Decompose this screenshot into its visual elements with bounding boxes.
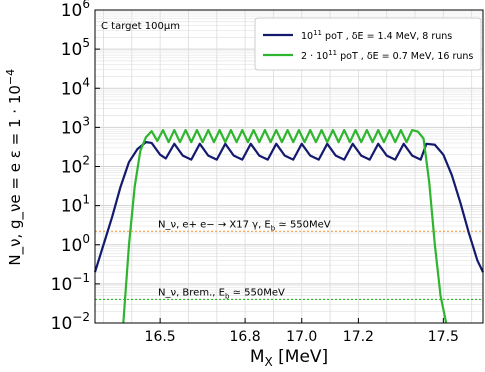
x-tick-label: 17.2 [343, 329, 374, 345]
chart-annotation: C target 100μm [101, 21, 180, 32]
y-tick-label: 105 [61, 36, 90, 60]
legend: 1011 poT , δE = 1.4 MeV, 8 runs 2 · 1011 … [255, 18, 481, 70]
legend-box [255, 18, 481, 70]
y-tick-label: 10−1 [51, 271, 90, 295]
x-axis-label: MX [MeV] [250, 347, 328, 369]
reference-lines: N_ν, e+ e− → X17 γ, Eb ≃ 550MeV N_ν, Brem… [95, 219, 483, 300]
y-axis-label: N_ν, g_νe = e ε = 1 · 10−4 [4, 67, 25, 265]
reference-label-1: N_ν, e+ e− → X17 γ, Eb ≃ 550MeV [158, 219, 331, 232]
x-tick-label: 17.0 [286, 329, 317, 345]
y-tick-label: 104 [61, 75, 90, 99]
x-tick-label: 16.8 [230, 329, 261, 345]
y-tick-label: 101 [61, 193, 90, 217]
y-tick-label: 102 [61, 154, 90, 178]
x-tick-label: 16.5 [145, 329, 176, 345]
legend-label-1: 1011 poT , δE = 1.4 MeV, 8 runs [301, 29, 452, 42]
y-tick-label: 10−2 [51, 310, 90, 334]
y-tick-label: 106 [61, 0, 90, 21]
reference-label-2: N_ν, Brem., Eb ≃ 550MeV [158, 287, 285, 300]
legend-label-2: 2 · 1011 poT , δE = 0.7 MeV, 16 runs [301, 49, 473, 62]
y-tick-label: 103 [61, 114, 90, 138]
y-tick-label: 100 [61, 232, 90, 256]
x-tick-label: 17.5 [428, 329, 459, 345]
